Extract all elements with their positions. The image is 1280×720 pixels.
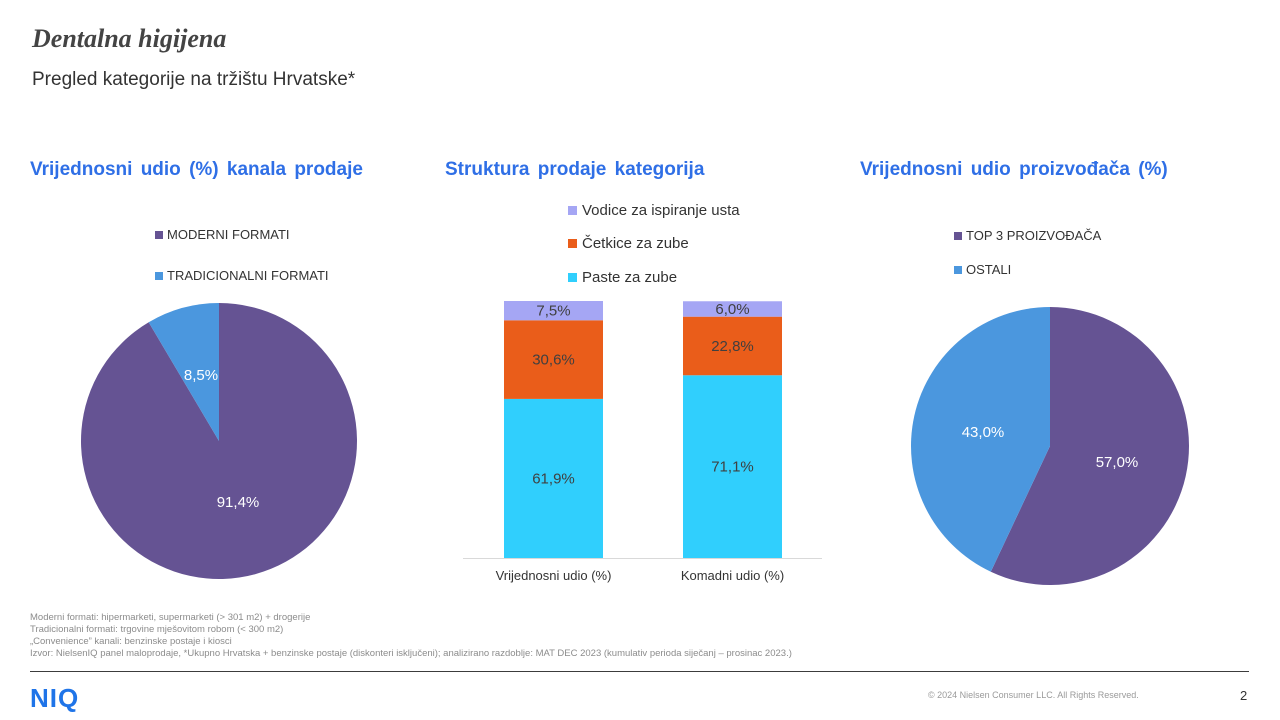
legend-item-paste: Paste za zube <box>568 269 677 286</box>
legend-item-moderni: MODERNI FORMATI <box>155 227 290 242</box>
legend-label: TRADICIONALNI FORMATI <box>167 268 329 283</box>
page-title: Dentalna higijena <box>32 24 227 53</box>
x-tick-label: Komadni udio (%) <box>681 568 784 583</box>
legend-label: TOP 3 PROIZVOĐAČA <box>966 228 1102 243</box>
legend-item-top3: TOP 3 PROIZVOĐAČA <box>954 228 1101 243</box>
footnote-line: „Convenience” kanali: benzinske postaje … <box>30 636 232 647</box>
legend-swatch <box>568 273 577 282</box>
bar-data-label: 61,9% <box>532 470 575 487</box>
bar-segment <box>504 320 603 399</box>
bar-data-label: 7,5% <box>536 303 570 320</box>
middle-chart-title: Struktura prodaje kategorija <box>445 159 705 180</box>
bar-data-label: 6,0% <box>715 301 749 318</box>
footnote-line: Izvor: NielsenIQ panel maloprodaje, *Uku… <box>30 648 792 659</box>
legend-item-ostali: OSTALI <box>954 262 1011 277</box>
legend-label: Paste za zube <box>582 269 678 286</box>
pie-slice <box>911 307 1050 572</box>
legend-swatch <box>954 231 962 240</box>
legend-label: Četkice za zube <box>582 235 689 252</box>
legend-swatch <box>155 230 163 239</box>
bar-segment <box>683 301 782 317</box>
left-chart-title: Vrijednosni udio (%) kanala prodaje <box>30 159 363 180</box>
page-subtitle: Pregled kategorije na tržištu Hrvatske* <box>32 69 356 90</box>
legend-item-vodice: Vodice za ispiranje usta <box>568 202 740 219</box>
pie-slice <box>80 303 357 579</box>
manufacturer-share-pie: 57,0% 43,0% <box>911 307 1189 585</box>
niq-logo: NIQ <box>30 683 80 713</box>
pie-data-label: 43,0% <box>962 424 1005 441</box>
pie-data-label: 8,5% <box>184 367 218 384</box>
x-tick-label: Vrijednosni udio (%) <box>496 568 612 583</box>
bar-segment <box>683 316 782 376</box>
pie-data-label: 91,4% <box>217 494 260 511</box>
channel-share-pie: 91,4% 8,5% <box>80 303 357 579</box>
right-chart-title: Vrijednosni udio proizvođača (%) <box>860 159 1168 180</box>
pie-data-label: 57,0% <box>1096 454 1139 471</box>
bar-data-label: 22,8% <box>711 338 754 355</box>
footnotes: Moderni formati: hipermarketi, supermark… <box>30 612 792 660</box>
legend-swatch <box>568 206 577 215</box>
legend-label: Vodice za ispiranje usta <box>582 202 740 219</box>
footnote-line: Moderni formati: hipermarketi, supermark… <box>30 612 311 623</box>
pie-slice <box>990 307 1189 585</box>
legend-swatch <box>155 271 163 280</box>
legend-label: MODERNI FORMATI <box>167 227 290 242</box>
page-number: 2 <box>1240 688 1248 703</box>
bar-segment <box>504 398 603 558</box>
footnote-line: Tradicionalni formati: trgovine mješovit… <box>30 624 284 635</box>
legend-swatch <box>954 265 962 274</box>
bar-data-label: 71,1% <box>711 459 754 476</box>
bar-segment <box>504 301 603 321</box>
footer-divider <box>30 671 1249 672</box>
legend-item-cetkice: Četkice za zube <box>568 235 689 252</box>
legend-swatch <box>568 239 577 248</box>
bar-segment <box>683 375 782 558</box>
legend-label: OSTALI <box>966 262 1012 277</box>
pie-slice <box>148 303 219 441</box>
category-structure-bar-chart: 61,9% 30,6% 7,5% Vrijednosni udio (%) 71,1% 2… <box>463 301 822 583</box>
bar-data-label: 30,6% <box>532 352 575 369</box>
legend-item-tradicionalni: TRADICIONALNI FORMATI <box>155 268 329 283</box>
copyright: © 2024 Nielsen Consumer LLC. All Rights … <box>928 690 1139 700</box>
